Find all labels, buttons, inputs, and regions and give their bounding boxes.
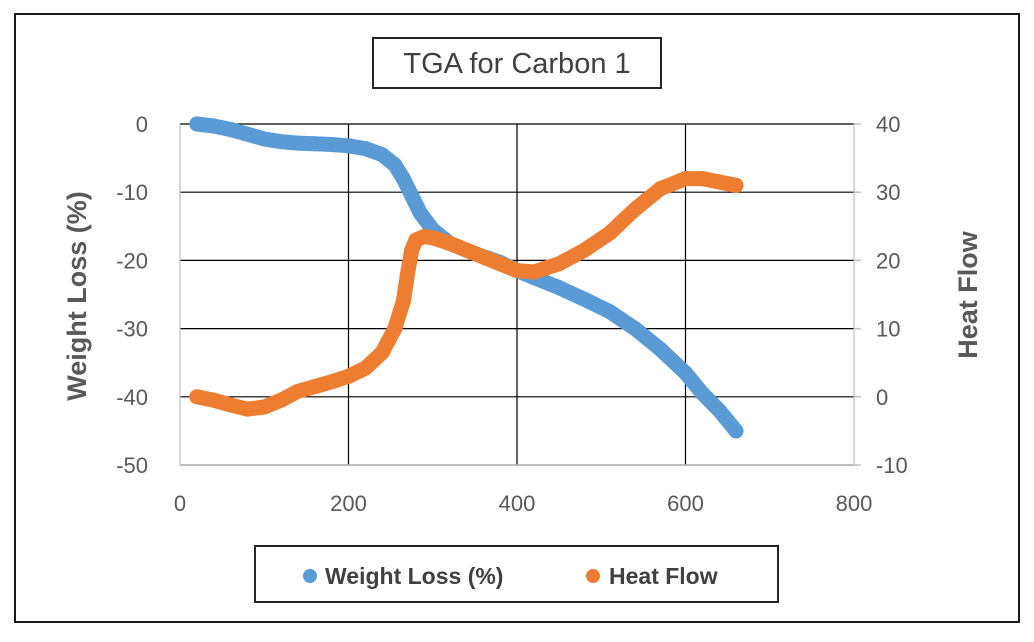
y2-tick-label: 30 <box>876 180 900 205</box>
data-point-weight-loss <box>576 291 592 307</box>
axis-tick-labels: 0 -10 -20 -30 -40 -50 40 30 20 10 0 -10 0 200 400 600 80… <box>116 112 908 516</box>
data-point-weight-loss <box>694 385 710 401</box>
data-point-heat-flow <box>374 344 390 360</box>
y-tick-label: -40 <box>116 385 148 410</box>
data-point-weight-loss <box>652 341 668 357</box>
y-axis-title: Weight Loss (%) <box>62 191 92 401</box>
x-tick-label: 0 <box>174 491 186 516</box>
data-point-weight-loss <box>223 121 239 137</box>
data-point-weight-loss <box>189 116 205 132</box>
data-point-heat-flow <box>307 379 323 395</box>
y-tick-label: -50 <box>116 453 148 478</box>
y2-tick-label: 40 <box>876 112 900 137</box>
data-point-weight-loss <box>374 147 390 163</box>
data-point-heat-flow <box>395 293 411 309</box>
y2-tick-label: 20 <box>876 248 900 273</box>
x-tick-label: 200 <box>330 491 367 516</box>
data-point-heat-flow <box>492 256 508 272</box>
y-tick-label: -30 <box>116 317 148 342</box>
data-point-weight-loss <box>678 365 693 381</box>
y2-axis-title: Heat Flow <box>953 230 983 359</box>
data-point-weight-loss <box>239 126 255 142</box>
data-point-weight-loss <box>324 136 340 152</box>
data-point-weight-loss <box>273 134 289 150</box>
data-point-heat-flow <box>425 230 441 246</box>
plot-series <box>189 116 744 439</box>
x-tick-label: 800 <box>836 491 873 516</box>
x-tick-label: 600 <box>667 491 704 516</box>
data-point-weight-loss <box>256 131 272 147</box>
data-point-weight-loss <box>307 136 323 152</box>
data-point-weight-loss <box>412 205 428 221</box>
data-point-heat-flow <box>206 392 222 408</box>
data-point-heat-flow <box>399 266 415 282</box>
data-point-weight-loss <box>404 188 420 204</box>
chart-title-box <box>372 37 662 89</box>
data-point-heat-flow <box>239 401 255 417</box>
data-point-weight-loss <box>711 402 727 418</box>
y-tick-label: -20 <box>116 248 148 273</box>
data-point-heat-flow <box>576 242 592 258</box>
data-point-heat-flow <box>189 389 205 405</box>
data-point-heat-flow <box>694 171 710 187</box>
data-point-heat-flow <box>387 321 403 337</box>
data-point-weight-loss <box>206 118 222 134</box>
y-tick-label: -10 <box>116 180 148 205</box>
legend-label-weight-loss: Weight Loss (%) <box>325 563 503 589</box>
data-point-heat-flow <box>290 383 306 399</box>
data-point-weight-loss <box>728 423 744 439</box>
data-point-heat-flow <box>711 174 727 190</box>
data-point-weight-loss <box>551 280 567 296</box>
data-point-heat-flow <box>526 264 542 280</box>
y2-tick-label: 10 <box>876 317 900 342</box>
legend-box <box>254 545 779 603</box>
data-point-heat-flow <box>324 374 340 390</box>
y-tick-label: 0 <box>136 112 148 137</box>
legend-label-heat-flow: Heat Flow <box>609 563 718 589</box>
chart-title: TGA for Carbon 1 <box>403 48 630 80</box>
data-point-heat-flow <box>509 263 525 279</box>
legend-marker-weight-loss <box>303 569 317 583</box>
data-point-weight-loss <box>387 157 403 173</box>
y2-tick-label: 0 <box>876 385 888 410</box>
data-point-heat-flow <box>551 256 567 272</box>
data-point-heat-flow <box>627 201 643 217</box>
data-point-weight-loss <box>627 321 643 337</box>
data-point-heat-flow <box>652 181 668 197</box>
legend-marker-heat-flow <box>586 569 600 583</box>
data-point-weight-loss <box>602 304 618 320</box>
data-point-heat-flow <box>602 225 618 241</box>
data-point-heat-flow <box>256 399 272 415</box>
data-point-heat-flow <box>678 171 693 187</box>
data-point-weight-loss <box>395 171 411 187</box>
x-tick-label: 400 <box>499 491 536 516</box>
y2-tick-label: -10 <box>876 453 908 478</box>
data-point-weight-loss <box>357 141 373 157</box>
data-point-weight-loss <box>290 135 306 151</box>
data-point-heat-flow <box>728 177 744 193</box>
data-point-heat-flow <box>467 246 483 262</box>
data-point-heat-flow <box>357 360 373 376</box>
data-point-heat-flow <box>223 397 239 413</box>
data-point-heat-flow <box>442 235 458 251</box>
data-point-heat-flow <box>273 392 289 408</box>
data-point-heat-flow <box>341 368 356 384</box>
data-point-weight-loss <box>341 138 356 154</box>
